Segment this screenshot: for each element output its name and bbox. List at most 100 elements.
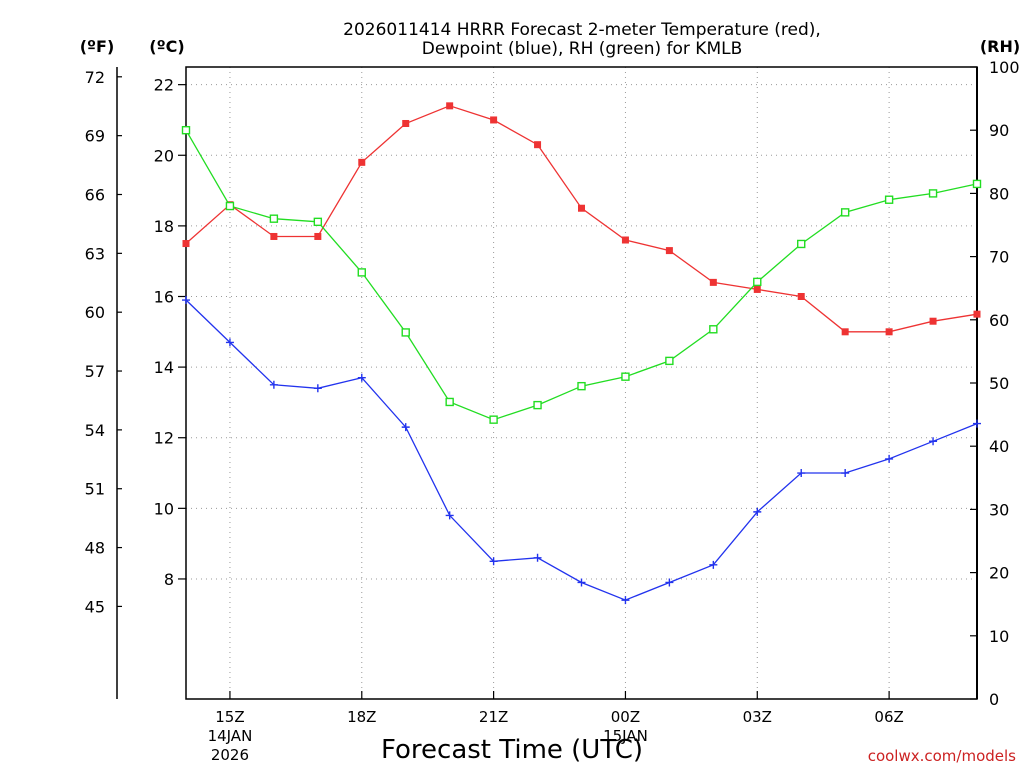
fahrenheit-tick-label: 66 — [85, 185, 105, 204]
rh-tick-label: 20 — [989, 564, 1009, 583]
rh-tick-label: 100 — [989, 58, 1020, 77]
rh-point — [753, 277, 762, 287]
temperature-point — [797, 292, 805, 300]
rh-point — [621, 372, 630, 381]
dewpoint-point — [225, 338, 234, 347]
temperature-point — [885, 328, 893, 336]
fahrenheit-tick-label: 69 — [85, 127, 105, 146]
x-tick-label: 06Z — [874, 708, 903, 726]
dewpoint-point — [357, 373, 366, 382]
dewpoint-point — [269, 380, 278, 389]
rh-tick-label: 70 — [989, 248, 1009, 267]
tick-labels: 8 10 12 14 16 18 20 22 45 48 51 54 57 60 63 66 69 72 0 10 20… — [85, 58, 1020, 764]
temperature-point — [270, 232, 278, 240]
rh-point — [797, 239, 806, 249]
date-label: 14JAN — [208, 727, 253, 745]
rh-point — [401, 328, 410, 337]
dewpoint-point — [929, 437, 938, 446]
temperature-point — [402, 119, 410, 127]
fahrenheit-tick-label: 48 — [85, 539, 105, 558]
temperature-point — [182, 240, 190, 248]
dewpoint-point — [445, 511, 454, 520]
temperature-point — [665, 247, 673, 255]
dewpoint-line — [185, 299, 978, 601]
chart-title-line2: Dewpoint (blue), RH (green) for KMLB — [422, 39, 743, 59]
celsius-tick-label: 22 — [154, 76, 174, 95]
rh-point — [884, 195, 894, 204]
rh-tick-label: 10 — [989, 627, 1009, 646]
x-tick-label: 21Z — [479, 708, 508, 726]
temperature-point — [358, 158, 366, 166]
rh-point — [225, 201, 235, 211]
dewpoint-point — [709, 560, 718, 569]
celsius-tick-label: 14 — [154, 358, 174, 377]
rh-tick-label: 60 — [989, 311, 1009, 330]
rh-tick-label: 90 — [989, 121, 1009, 140]
x-tick-label: 15Z — [215, 708, 244, 726]
credit-text: coolwx.com/models — [868, 747, 1016, 765]
celsius-tick-label: 12 — [154, 429, 174, 448]
rh-point — [445, 397, 454, 407]
celsius-unit-label: (ºC) — [149, 37, 184, 56]
celsius-tick-label: 18 — [154, 217, 174, 236]
rh-point — [709, 325, 718, 334]
data-series — [181, 102, 982, 605]
fahrenheit-tick-label: 72 — [85, 68, 105, 87]
dewpoint-point — [753, 507, 762, 516]
rh-point — [269, 214, 279, 223]
dewpoint-point — [489, 557, 498, 566]
rh-tick-label: 80 — [989, 184, 1009, 203]
fahrenheit-tick-label: 63 — [85, 244, 105, 263]
celsius-tick-label: 10 — [154, 499, 174, 518]
fahrenheit-tick-label: 45 — [85, 597, 105, 616]
fahrenheit-unit-label: (ºF) — [80, 37, 115, 56]
temperature-point — [753, 285, 761, 293]
temperature-point — [446, 102, 454, 110]
dewpoint-point — [313, 384, 322, 393]
year-label: 2026 — [211, 746, 249, 764]
rh-point — [840, 208, 850, 217]
rh-tick-label: 30 — [989, 500, 1009, 519]
temperature-point — [841, 328, 849, 336]
dewpoint-point — [182, 296, 190, 305]
dewpoint-point — [577, 578, 586, 587]
date-label: 15JAN — [603, 727, 648, 745]
temperature-point — [314, 232, 322, 240]
celsius-tick-label: 20 — [154, 146, 174, 165]
dewpoint-point — [885, 454, 894, 463]
temperature-point — [709, 278, 717, 286]
x-tick-label: 18Z — [347, 708, 376, 726]
fahrenheit-tick-label: 51 — [85, 480, 105, 499]
rh-point — [533, 400, 542, 410]
x-tick-label: 00Z — [611, 708, 640, 726]
dewpoint-point — [973, 419, 981, 428]
temperature-point — [490, 116, 498, 124]
temperature-point — [973, 310, 981, 318]
rh-tick-label: 0 — [989, 690, 999, 709]
fahrenheit-tick-label: 54 — [85, 421, 105, 440]
temperature-point — [534, 141, 542, 149]
dewpoint-point — [665, 578, 674, 587]
rh-point — [181, 125, 191, 135]
rh-point — [928, 189, 938, 198]
dewpoint-point — [841, 469, 850, 478]
rh-point — [489, 415, 498, 424]
chart-title-line1: 2026011414 HRRR Forecast 2-meter Tempera… — [343, 20, 821, 40]
dewpoint-point — [797, 469, 806, 478]
temperature-point — [929, 317, 937, 325]
x-axis-label: Forecast Time (UTC) — [381, 735, 643, 765]
temperature-point — [578, 204, 585, 212]
celsius-tick-label: 16 — [154, 287, 174, 306]
rh-point — [357, 268, 366, 277]
temperature-line — [185, 105, 978, 333]
rh-point — [313, 217, 323, 227]
rh-point — [577, 381, 586, 391]
dewpoint-point — [621, 596, 630, 605]
axes — [116, 66, 978, 700]
rh-point — [665, 356, 674, 366]
fahrenheit-tick-label: 57 — [85, 362, 105, 381]
rh-unit-label: (RH) — [980, 37, 1020, 56]
temperature-point — [621, 236, 629, 244]
rh-point — [972, 179, 982, 189]
